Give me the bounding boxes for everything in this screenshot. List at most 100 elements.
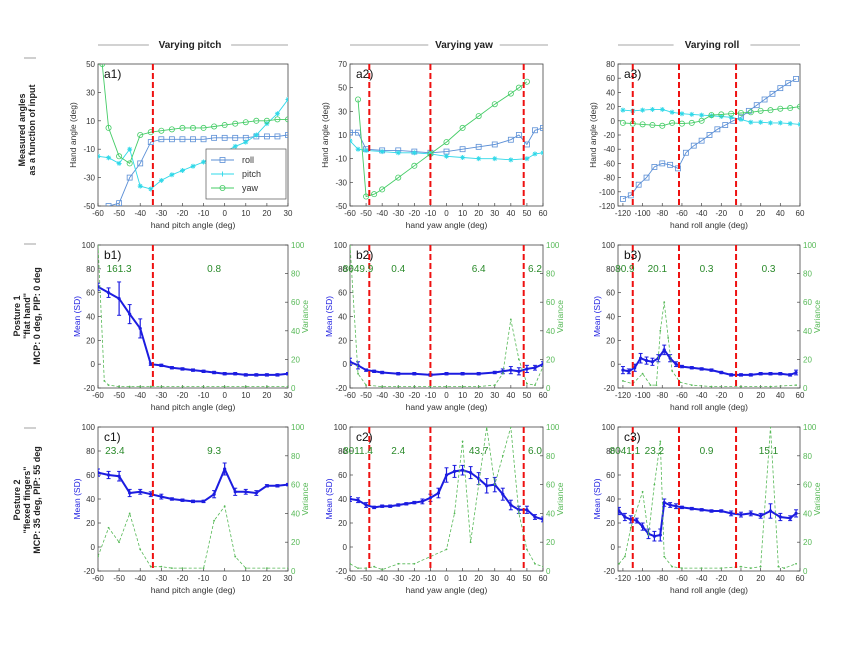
data-point — [620, 107, 626, 113]
data-point — [627, 369, 631, 373]
row-header-line: "flat hand" — [22, 293, 32, 339]
plot-area — [350, 245, 543, 388]
data-point — [107, 384, 110, 387]
panel-label: c3) — [624, 430, 641, 444]
series-roll — [620, 76, 799, 202]
data-point — [168, 136, 175, 143]
data-point — [618, 509, 621, 513]
data-point — [635, 519, 639, 523]
x-tick-label: 20 — [756, 574, 765, 583]
data-point — [475, 143, 482, 150]
data-point — [517, 358, 520, 361]
x-tick-label: -60 — [344, 209, 356, 218]
data-point — [126, 174, 133, 181]
variance-annotation: 2.4 — [391, 446, 405, 457]
series-line-yaw — [622, 106, 800, 127]
series-line-mean — [618, 501, 797, 538]
panel-label: c2) — [356, 430, 373, 444]
variance-annotation: 43.7 — [469, 446, 489, 457]
y2-tick-label: 80 — [803, 270, 812, 279]
data-point — [652, 534, 657, 538]
panel-label: a2) — [356, 67, 373, 81]
data-point — [254, 373, 258, 377]
data-point — [690, 507, 694, 511]
data-point — [179, 124, 186, 131]
data-point — [619, 119, 626, 126]
x-tick-label: 10 — [458, 209, 467, 218]
variance-annotation: 8049.9 — [343, 264, 374, 275]
data-point — [526, 548, 528, 551]
series-roll — [350, 125, 543, 156]
x-tick-label: 40 — [506, 209, 515, 218]
data-point — [420, 499, 424, 503]
data-point — [452, 469, 457, 473]
data-point — [769, 427, 772, 428]
data-point — [622, 379, 624, 382]
data-point — [103, 379, 106, 382]
y-tick-label: 20 — [606, 103, 615, 112]
panel-b3: -120 -100 -80 -60 -40 -20 0 20 40 60 -20 0 20 40 60 80 1… — [592, 241, 822, 412]
data-point — [98, 471, 100, 475]
row-header-line: MCP: 0 deg, PIP: 0 deg — [32, 267, 42, 365]
data-point — [232, 143, 238, 149]
series-line-roll — [622, 78, 797, 200]
data-point — [211, 134, 218, 141]
series-line-variance — [98, 245, 288, 388]
x-tick-label: -40 — [134, 391, 146, 400]
x-tick-label: 20 — [756, 391, 765, 400]
x-tick-label: -60 — [676, 209, 688, 218]
x-tick-label: -20 — [409, 574, 421, 583]
x-tick-label: -80 — [656, 574, 668, 583]
data-point — [777, 105, 784, 112]
x-tick-label: 60 — [539, 209, 548, 218]
data-point — [116, 200, 123, 206]
x-tick-label: 60 — [796, 391, 805, 400]
data-point — [139, 548, 142, 551]
y-axis-label: Mean (SD) — [72, 478, 82, 519]
y-tick-label: 50 — [86, 60, 95, 69]
x-tick-label: 0 — [739, 209, 744, 218]
data-point — [170, 497, 174, 501]
y-tick-label: 80 — [606, 447, 615, 456]
data-point — [232, 134, 239, 141]
data-point — [623, 515, 627, 519]
x-tick-label: 20 — [756, 209, 765, 218]
data-point — [493, 384, 496, 387]
data-point — [233, 490, 237, 494]
plot-area — [98, 64, 288, 206]
row-header-2: Posture 1 "flat hand" MCP: 0 deg, PIP: 0 d… — [12, 243, 42, 365]
data-point — [794, 370, 798, 375]
x-tick-label: -60 — [92, 574, 104, 583]
data-point — [461, 440, 464, 443]
data-point — [223, 467, 227, 471]
data-point — [659, 329, 662, 332]
data-point — [689, 111, 695, 117]
data-point — [718, 111, 725, 118]
data-point — [191, 368, 195, 372]
variance-annotation: 8041.1 — [610, 446, 641, 457]
data-point — [265, 567, 268, 570]
y-tick-label: 40 — [86, 313, 95, 322]
data-point — [649, 106, 655, 112]
y-tick-label: 80 — [606, 60, 615, 69]
data-point — [477, 372, 481, 376]
panel-c1: -60 -50 -40 -30 -20 -10 0 10 20 30 -20 0 20 40 60 80 100… — [72, 423, 310, 595]
data-point — [671, 369, 674, 372]
data-point — [708, 112, 715, 119]
y2-tick-label: 0 — [546, 384, 551, 393]
data-point — [644, 358, 649, 363]
data-point — [679, 111, 685, 117]
data-point — [149, 385, 152, 388]
data-point — [501, 372, 504, 375]
y2-tick-label: 100 — [803, 423, 817, 432]
data-point — [524, 141, 530, 148]
data-point — [710, 385, 713, 388]
y2-tick-label: 20 — [546, 355, 555, 364]
data-point — [168, 126, 175, 133]
data-point — [641, 372, 644, 375]
data-point — [443, 139, 450, 146]
data-point — [659, 106, 665, 112]
data-point — [98, 153, 101, 159]
x-tick-label: -50 — [113, 209, 125, 218]
